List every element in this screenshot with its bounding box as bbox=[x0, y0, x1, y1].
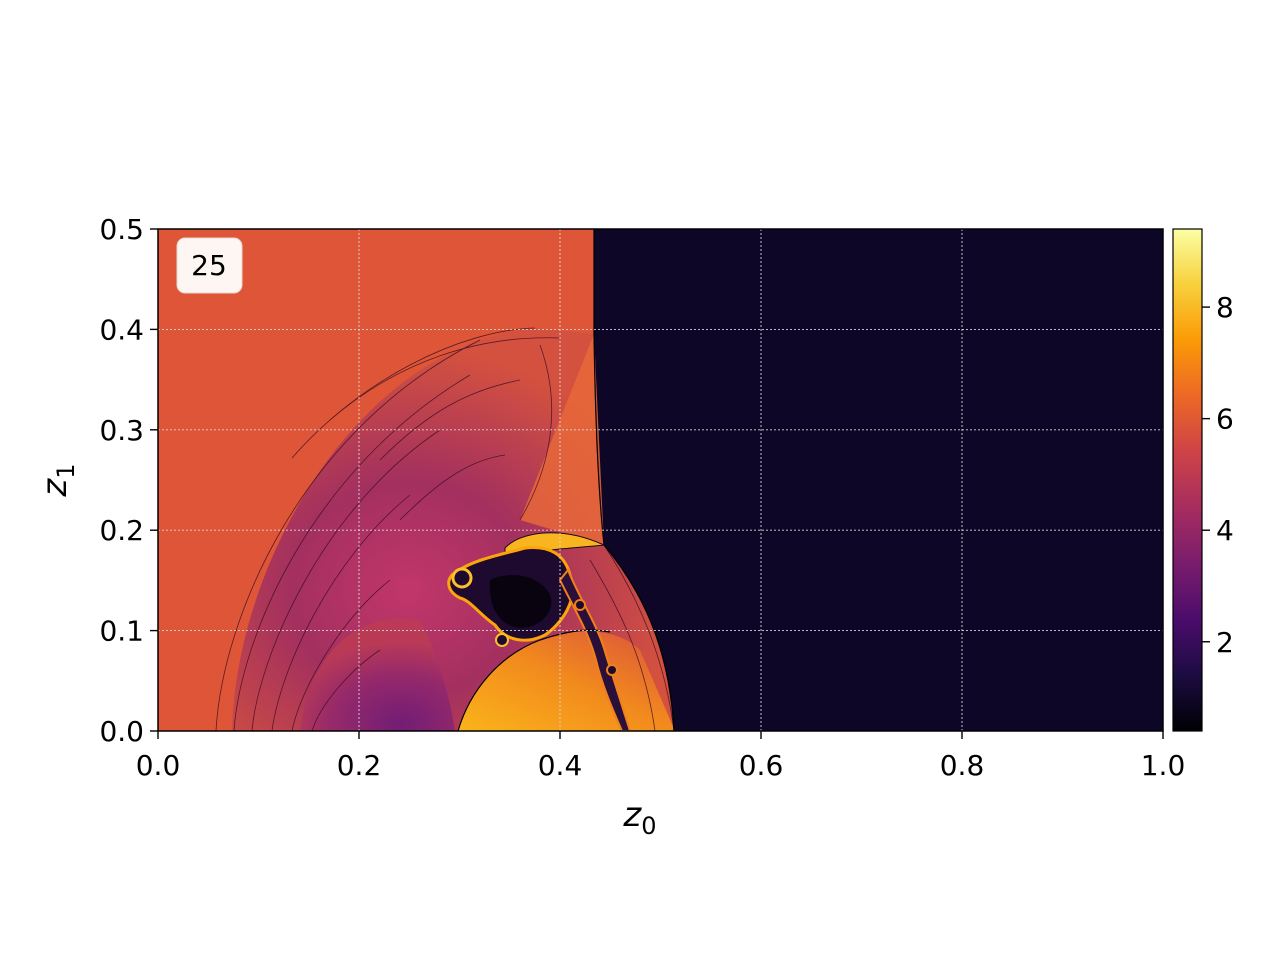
y-axis: 0.0 0.1 0.2 0.3 0.4 0.5 bbox=[99, 213, 158, 748]
grid-lines bbox=[158, 229, 1163, 731]
vortex-blob bbox=[495, 633, 509, 647]
vortex-blob bbox=[606, 664, 618, 676]
x-tick-label: 0.4 bbox=[538, 749, 583, 782]
colorbar-tick-label: 8 bbox=[1216, 291, 1234, 324]
contour-lines bbox=[215, 327, 675, 731]
x-axis-title-sub: 0 bbox=[641, 812, 656, 840]
x-tick-label: 0.0 bbox=[136, 749, 181, 782]
annotation-label: 25 bbox=[191, 249, 227, 282]
colorbar-axis: 2 4 6 8 bbox=[1202, 291, 1234, 659]
annotation-box: 25 bbox=[176, 237, 243, 294]
reflected-shock bbox=[457, 629, 611, 731]
x-tick-label: 1.0 bbox=[1141, 749, 1186, 782]
x-axis-title: z0 bbox=[622, 795, 656, 840]
colorbar bbox=[1172, 228, 1203, 732]
plot-frame bbox=[157, 228, 1164, 732]
y-axis-title-main: z bbox=[35, 478, 75, 498]
wake-region bbox=[520, 334, 604, 545]
x-axis-title-main: z bbox=[622, 795, 642, 835]
colorbar-tick-label: 6 bbox=[1216, 403, 1234, 436]
y-tick-label: 0.5 bbox=[99, 213, 144, 246]
vortex-blob bbox=[451, 567, 473, 589]
y-tick-label: 0.4 bbox=[99, 313, 144, 346]
vortex-blob bbox=[574, 599, 586, 611]
y-tick-label: 0.1 bbox=[99, 615, 144, 648]
x-axis: 0.0 0.2 0.4 0.6 0.8 1.0 bbox=[136, 731, 1186, 782]
x-tick-label: 0.2 bbox=[337, 749, 382, 782]
density-field bbox=[158, 229, 1163, 731]
mixing-core bbox=[489, 575, 552, 628]
x-tick-label: 0.8 bbox=[940, 749, 985, 782]
y-tick-label: 0.3 bbox=[99, 414, 144, 447]
outer-shock bbox=[603, 544, 675, 731]
y-tick-label: 0.2 bbox=[99, 514, 144, 547]
region-ambient-right bbox=[594, 229, 1163, 731]
shock-front bbox=[593, 229, 605, 546]
colorbar-tick-label: 4 bbox=[1216, 514, 1234, 547]
y-axis-title: z1 bbox=[35, 463, 80, 497]
y-tick-label: 0.0 bbox=[99, 715, 144, 748]
x-tick-label: 0.6 bbox=[739, 749, 784, 782]
low-density-core bbox=[300, 618, 455, 731]
y-axis-title-sub: 1 bbox=[52, 463, 80, 478]
colorbar-tick-label: 2 bbox=[1216, 626, 1234, 659]
